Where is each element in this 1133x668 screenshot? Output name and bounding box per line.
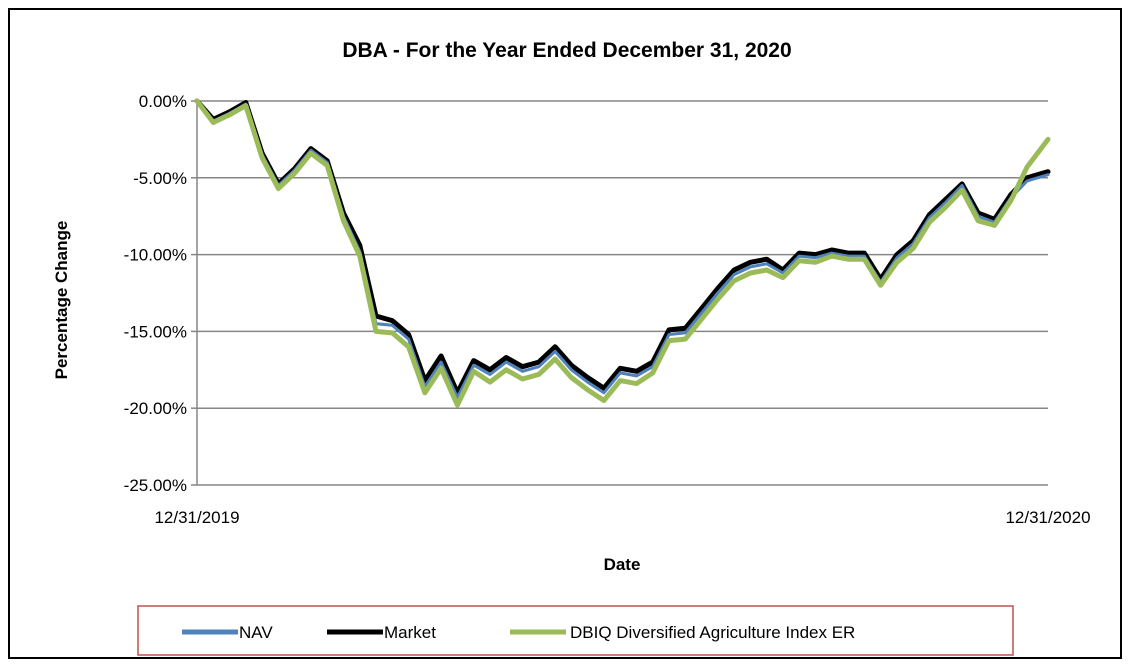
y-tick-label: -20.00% xyxy=(124,399,187,418)
x-tick-label-end: 12/31/2020 xyxy=(1005,508,1090,527)
y-tick-label: -5.00% xyxy=(133,169,187,188)
y-tick-label: 0.00% xyxy=(139,92,187,111)
series-line-dbiq xyxy=(194,98,1051,408)
legend-label-nav: NAV xyxy=(239,623,273,642)
y-tick-label: -25.00% xyxy=(124,476,187,495)
x-axis-title: Date xyxy=(604,555,641,574)
y-axis-title: Percentage Change xyxy=(52,221,71,380)
series-line-market xyxy=(194,98,1051,396)
legend-box xyxy=(137,605,1014,656)
legend-label-dbiq: DBIQ Diversified Agriculture Index ER xyxy=(570,623,855,642)
y-tick-label: -10.00% xyxy=(124,246,187,265)
y-tick-label: -15.00% xyxy=(124,322,187,341)
series-lines xyxy=(194,98,1051,408)
x-tick-label-start: 12/31/2019 xyxy=(154,508,239,527)
gridlines xyxy=(191,100,1048,486)
series-line-nav xyxy=(195,99,1050,399)
chart-title: DBA - For the Year Ended December 31, 20… xyxy=(342,39,791,62)
legend: NAV Market DBIQ Diversified Agriculture … xyxy=(137,605,1014,656)
line-chart: DBA - For the Year Ended December 31, 20… xyxy=(52,39,1091,656)
chart-frame: DBA - For the Year Ended December 31, 20… xyxy=(8,8,1122,659)
legend-label-market: Market xyxy=(384,623,436,642)
y-tick-labels: 0.00% -5.00% -10.00% -15.00% -20.00% -25.00% xyxy=(124,92,187,495)
